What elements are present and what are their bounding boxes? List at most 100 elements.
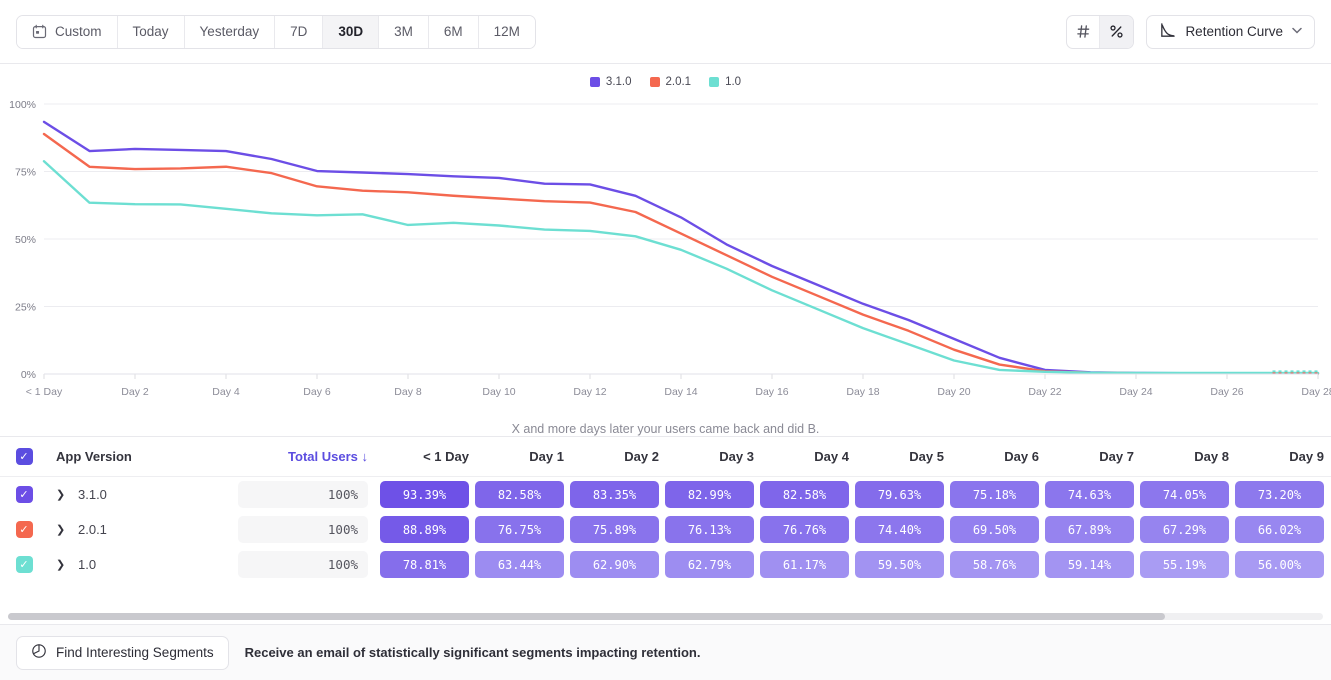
retention-cell[interactable]: 83.35% (570, 481, 665, 508)
retention-cell[interactable]: 75.18% (950, 481, 1045, 508)
retention-cell[interactable]: 73.20% (1235, 481, 1330, 508)
legend-item-2.0.1[interactable]: 2.0.1 (649, 76, 692, 88)
column-header-label: Day 8 (1194, 449, 1229, 464)
retention-cell[interactable]: 55.19% (1140, 551, 1235, 578)
y-axis-tick-label: 100% (9, 99, 36, 111)
range-yesterday[interactable]: Yesterday (184, 15, 276, 48)
column-header-app-version[interactable]: App Version (48, 449, 238, 464)
retention-cell[interactable]: 59.14% (1045, 551, 1140, 578)
column-header-total-users[interactable]: Total Users ↓ (238, 449, 380, 464)
retention-cell[interactable]: 62.90% (570, 551, 665, 578)
series-line-2.0.1 (42, 132, 1320, 375)
retention-cell[interactable]: 74.63% (1045, 481, 1140, 508)
table-row[interactable]: ✓ ❯ 1.0 100% 78.81% 63.44% 62.90% 62.79% 61.17% 5… (0, 547, 1331, 582)
row-name-cell: ❯ 2.0.1 (48, 522, 238, 537)
column-header-day-9[interactable]: Day 9 (1235, 449, 1330, 464)
x-axis-tick-label: Day 14 (664, 386, 697, 398)
x-axis-tick-label: Day 4 (212, 386, 240, 398)
row-checkbox[interactable]: ✓ (15, 521, 33, 538)
retention-value: 76.76% (760, 516, 849, 543)
range-12m[interactable]: 12M (478, 15, 535, 48)
scrollbar-thumb[interactable] (8, 613, 1166, 620)
retention-cell[interactable]: 75.89% (570, 516, 665, 543)
legend-item-3.1.0[interactable]: 3.1.0 (589, 76, 632, 88)
retention-cell[interactable]: 76.76% (760, 516, 855, 543)
x-axis-tick-label: Day 8 (394, 386, 422, 398)
row-checkbox[interactable]: ✓ (15, 556, 33, 573)
retention-cell[interactable]: 66.02% (1235, 516, 1330, 543)
retention-cell[interactable]: 62.79% (665, 551, 760, 578)
column-header-day-4[interactable]: Day 4 (760, 449, 855, 464)
retention-cell[interactable]: 58.76% (950, 551, 1045, 578)
legend-item-1.0[interactable]: 1.0 (709, 76, 741, 88)
y-axis-tick-label: 50% (15, 234, 36, 246)
metric-format-toggle[interactable] (1066, 14, 1135, 49)
row-label: 1.0 (78, 557, 97, 572)
table-row[interactable]: ✓ ❯ 2.0.1 100% 88.89% 76.75% 75.89% 76.13% 76.76… (0, 512, 1331, 547)
retention-value: 76.13% (665, 516, 754, 543)
retention-cell[interactable]: 76.75% (475, 516, 570, 543)
retention-cell[interactable]: 82.58% (760, 481, 855, 508)
expand-chevron-icon[interactable]: ❯ (56, 524, 66, 536)
retention-cell[interactable]: 63.44% (475, 551, 570, 578)
range-3m[interactable]: 3M (379, 15, 429, 48)
retention-cell[interactable]: 76.13% (665, 516, 760, 543)
retention-cell[interactable]: 67.29% (1140, 516, 1235, 543)
series-line-1.0 (42, 160, 1320, 375)
retention-cell[interactable]: 56.00% (1235, 551, 1330, 578)
retention-cell[interactable]: 61.17% (760, 551, 855, 578)
column-header-day-2[interactable]: Day 2 (570, 449, 665, 464)
retention-value: 74.40% (855, 516, 944, 543)
expand-chevron-icon[interactable]: ❯ (56, 559, 66, 571)
expand-chevron-icon[interactable]: ❯ (56, 489, 66, 501)
legend-label: 1.0 (725, 76, 742, 88)
retention-value: 82.58% (475, 481, 564, 508)
horizontal-scrollbar[interactable] (8, 613, 1323, 620)
retention-cell[interactable]: 74.40% (855, 516, 950, 543)
retention-cell[interactable]: 93.39% (380, 481, 475, 508)
calendar-icon (32, 24, 47, 39)
range-6m[interactable]: 6M (428, 15, 479, 48)
footer-note: Receive an email of statistically signif… (244, 645, 701, 660)
retention-cell[interactable]: 69.50% (950, 516, 1045, 543)
row-checkbox-cell: ✓ (0, 521, 48, 538)
retention-cell[interactable]: 88.89% (380, 516, 475, 543)
x-axis-tick-label: Day 6 (303, 386, 331, 398)
date-range-selector[interactable]: Custom Today Yesterday 7D 30D 3M 6M 12M (16, 14, 536, 49)
retention-cell[interactable]: 59.50% (855, 551, 950, 578)
retention-table: ✓ App Version Total Users ↓ < 1 Day Day 1 Day… (0, 436, 1331, 624)
retention-value: 76.75% (475, 516, 564, 543)
find-interesting-segments-button[interactable]: Find Interesting Segments (16, 635, 229, 670)
legend-swatch (709, 77, 720, 87)
retention-cell[interactable]: 82.58% (475, 481, 570, 508)
legend-label: 2.0.1 (665, 76, 692, 88)
table-body: ✓ ❯ 3.1.0 100% 93.39% 82.58% 83.35% 82.99% 82.58… (0, 477, 1331, 582)
retention-cell[interactable]: 82.99% (665, 481, 760, 508)
x-axis-tick-label: Day 26 (1210, 386, 1243, 398)
retention-cell[interactable]: 79.63% (855, 481, 950, 508)
column-header-day-3[interactable]: Day 3 (665, 449, 760, 464)
column-header-day-1[interactable]: Day 1 (475, 449, 570, 464)
range-7d[interactable]: 7D (275, 15, 324, 48)
column-header-day-6[interactable]: Day 6 (950, 449, 1045, 464)
row-checkbox[interactable]: ✓ (15, 486, 33, 503)
column-header-day-8[interactable]: Day 8 (1140, 449, 1235, 464)
column-header-day-7[interactable]: Day 7 (1045, 449, 1140, 464)
hash-icon[interactable] (1067, 15, 1101, 48)
select-all-cell: ✓ (0, 448, 48, 465)
range-custom[interactable]: Custom (17, 15, 118, 48)
retention-value: 74.05% (1140, 481, 1229, 508)
retention-cell[interactable]: 78.81% (380, 551, 475, 578)
retention-cell[interactable]: 67.89% (1045, 516, 1140, 543)
select-all-checkbox[interactable]: ✓ (15, 448, 33, 465)
column-header-1-day[interactable]: < 1 Day (380, 449, 475, 464)
retention-cell[interactable]: 74.05% (1140, 481, 1235, 508)
table-row[interactable]: ✓ ❯ 3.1.0 100% 93.39% 82.58% 83.35% 82.99% 82.58… (0, 477, 1331, 512)
chart-type-dropdown[interactable]: Retention Curve (1146, 14, 1315, 49)
column-header-day-5[interactable]: Day 5 (855, 449, 950, 464)
range-30d[interactable]: 30D (323, 15, 380, 48)
legend-label: 3.1.0 (605, 76, 632, 88)
range-today[interactable]: Today (117, 15, 185, 48)
retention-value: 67.29% (1140, 516, 1229, 543)
percent-icon[interactable] (1100, 15, 1134, 48)
